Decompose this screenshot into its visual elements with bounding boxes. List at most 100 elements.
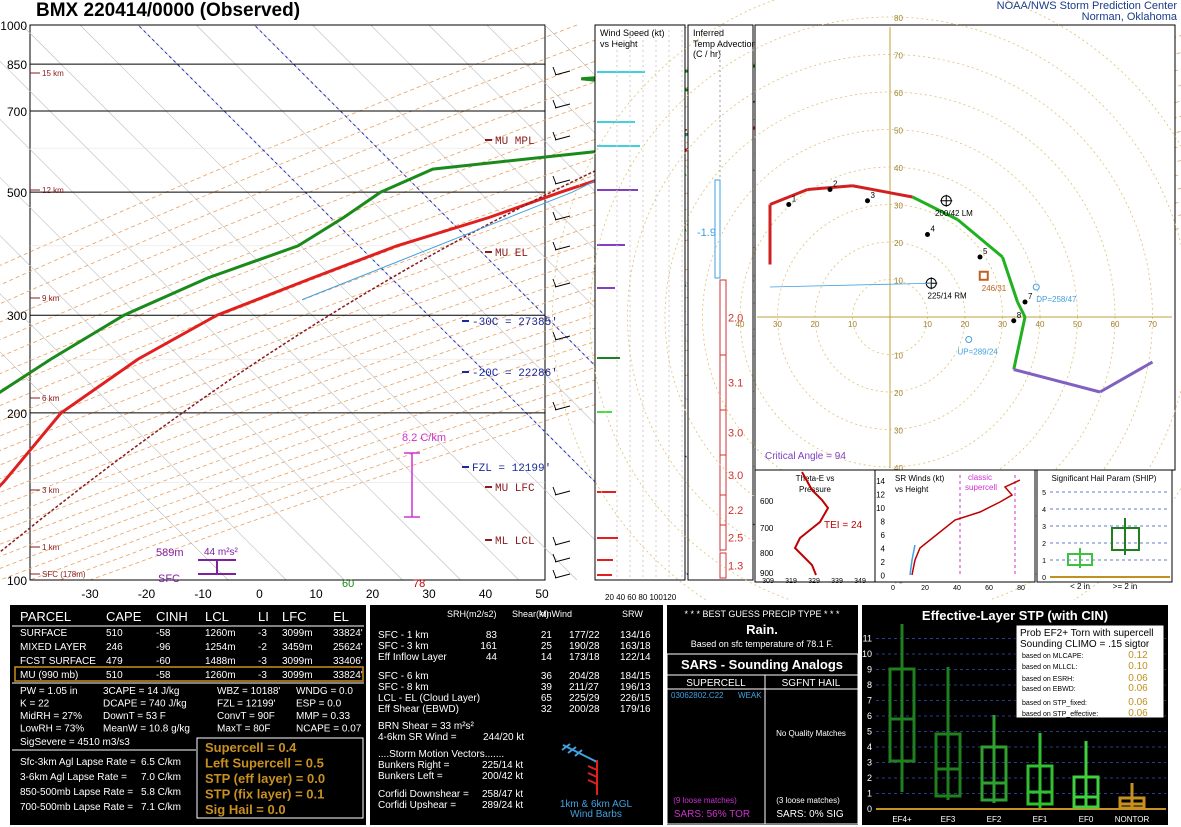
kin-srw: 134/16 bbox=[620, 630, 651, 641]
wind-barb-flag bbox=[552, 241, 557, 251]
kin-label: Eff Inflow Layer bbox=[378, 652, 447, 663]
kin-label: SFC - 8 km bbox=[378, 682, 429, 693]
wind-barb-flag bbox=[552, 553, 557, 563]
kin-header: SRH(m2/s2) bbox=[447, 609, 497, 619]
stp-based-value: 0.06 bbox=[1128, 673, 1148, 684]
kin-mnwind: 200/28 bbox=[569, 704, 600, 715]
temp-label: 50 bbox=[535, 587, 549, 600]
kin-mnwind: 225/29 bbox=[569, 693, 600, 704]
sars-col2: SGFNT HAIL bbox=[782, 678, 841, 689]
thetae-x-label: 319 bbox=[785, 578, 797, 585]
ml-lcl-label: ML LCL bbox=[495, 536, 535, 548]
dp-label: DP=258/47 bbox=[1036, 295, 1077, 304]
page-title: BMX 220414/0000 (Observed) bbox=[36, 0, 301, 21]
wind-barb bbox=[554, 573, 571, 579]
parcel-header: PARCEL bbox=[20, 609, 71, 624]
height-label: 12 km bbox=[42, 186, 64, 195]
temp-adv-title: Inferred bbox=[693, 28, 724, 38]
smv-label: Bunkers Right = bbox=[378, 760, 450, 771]
critical-angle-line bbox=[769, 282, 932, 288]
hodo-point bbox=[1022, 299, 1028, 305]
lapse-rate-label: Sfc-3km Agl Lapse Rate = bbox=[20, 757, 136, 768]
temp-adv-value: -1.9 bbox=[697, 227, 716, 239]
kin-srw: 163/18 bbox=[620, 641, 651, 652]
smv-value: 225/14 kt bbox=[482, 760, 523, 771]
parcel-cell: -58 bbox=[156, 670, 171, 681]
hodo-segment bbox=[1001, 256, 1019, 303]
hodo-ring-label: 10 bbox=[894, 277, 903, 286]
ship-lt-label: < 2 in bbox=[1070, 582, 1090, 591]
pressure-label: 300 bbox=[7, 309, 27, 323]
parcel-cell: 33824' bbox=[333, 670, 363, 681]
kin-mnwind: 204/28 bbox=[569, 671, 600, 682]
wind-barb-flag bbox=[552, 536, 557, 546]
hodo-x-label: 30 bbox=[773, 320, 782, 329]
isotherm bbox=[0, 177, 403, 581]
hodo-point-label: 8 bbox=[1017, 311, 1022, 320]
wind-barb-flag bbox=[552, 211, 557, 221]
sars-sig: SARS: 0% SIG bbox=[776, 809, 843, 820]
thetae-panel: Theta-E vs Pressure TEI = 24 600 700 800 90030… bbox=[754, 469, 876, 585]
parcel-cell: -3 bbox=[258, 628, 267, 639]
lapse-rate-value: 5.8 C/km bbox=[141, 787, 181, 798]
kinematics-panel bbox=[368, 603, 665, 827]
parcel-cell: 1260m bbox=[205, 628, 236, 639]
hodo-segment bbox=[769, 188, 809, 206]
hodo-x-label: 20 bbox=[811, 320, 820, 329]
thermo-cell: NCAPE = 0.07 bbox=[296, 724, 362, 735]
stp-based-value: 0.06 bbox=[1128, 708, 1148, 719]
temp-label: 20 bbox=[366, 587, 380, 600]
pressure-label: 1000 bbox=[0, 19, 27, 33]
sr-x-label: 60 bbox=[985, 585, 993, 592]
temp-adv-value: 2.0 bbox=[728, 313, 743, 325]
thermo-cell: PW = 1.05 in bbox=[20, 686, 78, 697]
kin-label: LCL - EL (Cloud Layer) bbox=[378, 693, 480, 704]
pressure-label: 500 bbox=[7, 186, 27, 200]
kin-shear: 65 bbox=[541, 693, 553, 704]
kin-shear: 36 bbox=[541, 671, 553, 682]
thetae-x-label: 339 bbox=[831, 578, 843, 585]
temp-adv-value: 1.3 bbox=[728, 561, 743, 573]
thermo-cell: WNDG = 0.0 bbox=[296, 686, 353, 697]
stp-y-label: 7 bbox=[867, 696, 872, 706]
kin-mnwind: 190/28 bbox=[569, 641, 600, 652]
lapse-rate-value: 7.1 C/km bbox=[141, 802, 181, 813]
dry-adiabat bbox=[0, 173, 1181, 569]
barbs-label1: 1km & 6km AGL bbox=[560, 799, 633, 810]
mu-highlight bbox=[14, 666, 364, 682]
thetae-y-label: 900 bbox=[760, 569, 774, 578]
m20c-label: -20C = 22286' bbox=[472, 368, 558, 380]
sfc-temp-label: 78 bbox=[413, 578, 425, 590]
kin-srw: 196/13 bbox=[620, 682, 651, 693]
sr-profile-low bbox=[909, 544, 916, 576]
thermo-cell: FZL = 12199' bbox=[217, 699, 276, 710]
parcel-cell: FCST SURFACE bbox=[20, 656, 96, 667]
thermo-cell: ESP = 0.0 bbox=[296, 699, 342, 710]
thermo-cell: MeanW = 10.8 g/kg bbox=[103, 724, 190, 735]
parcel-header: LFC bbox=[282, 609, 307, 624]
parcel-cell: 3459m bbox=[282, 642, 313, 653]
hodo-point bbox=[1011, 318, 1017, 324]
height-label: 15 km bbox=[42, 69, 64, 78]
wind-barb bbox=[554, 70, 571, 76]
thermo-cell: K = 22 bbox=[20, 699, 50, 710]
thermo-cell: MaxT = 80F bbox=[217, 724, 270, 735]
up-label: UP=289/24 bbox=[958, 348, 999, 357]
m30c-label: -30C = 27385' bbox=[472, 317, 558, 329]
kin-srh: 161 bbox=[480, 641, 497, 652]
hodo-ring-label: 30 bbox=[894, 427, 903, 436]
ship-y-label: 2 bbox=[1042, 541, 1046, 548]
stp-y-label: 8 bbox=[867, 680, 872, 690]
kin-srh: 83 bbox=[486, 630, 498, 641]
temp-adv-bar-warm bbox=[719, 552, 727, 579]
ship-y-label: 5 bbox=[1042, 490, 1046, 497]
height-label: 1 km bbox=[42, 543, 60, 552]
rm-label: 225/14 RM bbox=[928, 291, 967, 300]
wind-barb-flag bbox=[552, 278, 557, 288]
stp-category: EF3 bbox=[941, 815, 956, 824]
temp-adv-value: 2.2 bbox=[728, 505, 743, 517]
pressure-label: 700 bbox=[7, 105, 27, 119]
hodo-segment bbox=[956, 218, 1004, 259]
